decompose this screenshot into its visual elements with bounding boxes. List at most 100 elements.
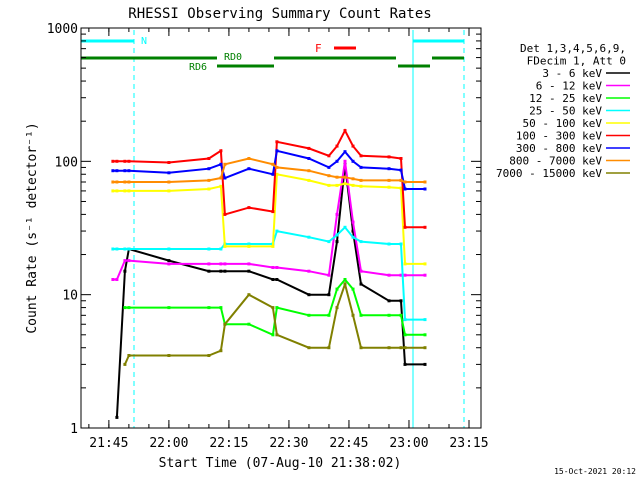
data-point xyxy=(167,161,171,164)
legend-header: Det 1,3,4,5,6,9, xyxy=(520,42,626,55)
data-point xyxy=(247,157,251,160)
data-point xyxy=(271,244,275,248)
data-point xyxy=(115,189,119,193)
data-point xyxy=(399,273,403,277)
y-tick-label: 1 xyxy=(70,422,78,437)
data-point xyxy=(207,262,211,266)
data-point xyxy=(335,175,339,179)
series-layer xyxy=(111,128,427,419)
data-point xyxy=(343,225,347,229)
data-point xyxy=(115,247,119,251)
plot-frame xyxy=(80,27,482,429)
data-point xyxy=(387,185,391,189)
data-point xyxy=(403,346,407,350)
data-point xyxy=(123,159,127,163)
data-point xyxy=(399,313,403,317)
data-point xyxy=(271,172,275,176)
data-point xyxy=(223,322,227,326)
data-point xyxy=(127,247,131,251)
data-point xyxy=(247,167,251,171)
data-point xyxy=(387,273,391,277)
data-point xyxy=(127,180,131,184)
data-point xyxy=(387,313,391,317)
data-point xyxy=(275,306,279,310)
legend-label: 25 - 50 keV xyxy=(529,105,602,118)
data-point xyxy=(387,155,391,159)
data-point xyxy=(275,266,279,269)
data-point xyxy=(343,182,347,186)
data-point xyxy=(219,306,223,310)
y-tick-label: 10 xyxy=(62,289,78,304)
data-point xyxy=(111,180,115,184)
data-point xyxy=(111,189,115,193)
data-point xyxy=(127,169,131,173)
data-point xyxy=(403,362,407,366)
data-point xyxy=(423,187,427,191)
data-point xyxy=(111,159,115,163)
data-point xyxy=(275,149,279,153)
data-point xyxy=(327,174,331,178)
data-point xyxy=(219,176,223,180)
data-point xyxy=(223,176,227,180)
data-point xyxy=(219,184,223,188)
data-point xyxy=(223,162,227,166)
axes-layer: 21:45 22:00 22:15 22:30 22:45 23:00 23:15 1 10 10… xyxy=(47,22,489,451)
data-point xyxy=(111,169,115,173)
data-point xyxy=(359,269,363,273)
data-point xyxy=(207,167,211,171)
data-point xyxy=(343,159,347,163)
rd6-label: RD6 xyxy=(189,62,207,73)
legend-label: 50 - 100 keV xyxy=(523,117,603,130)
y-axis-label: Count Rate (s⁻¹ detector⁻¹) xyxy=(25,122,40,333)
chart-title: RHESSI Observing Summary Count Rates xyxy=(128,6,431,22)
data-point xyxy=(307,235,311,239)
data-point xyxy=(351,313,355,317)
data-point xyxy=(307,178,311,182)
data-point xyxy=(123,169,127,173)
x-axis-label: Start Time (07-Aug-10 21:38:02) xyxy=(159,456,402,471)
data-point xyxy=(423,273,427,277)
data-point xyxy=(271,266,275,269)
legend-label: 12 - 25 keV xyxy=(529,92,602,105)
data-point xyxy=(223,262,227,266)
x-tick-label: 23:00 xyxy=(389,436,428,451)
data-point xyxy=(123,180,127,184)
y-tick-label: 100 xyxy=(55,155,78,170)
data-point xyxy=(223,244,227,248)
data-point xyxy=(167,189,171,193)
data-point xyxy=(207,178,211,182)
data-point xyxy=(359,346,363,350)
data-point xyxy=(223,212,227,216)
data-point xyxy=(351,177,355,181)
data-point xyxy=(423,333,427,337)
data-point xyxy=(115,278,119,281)
data-point xyxy=(167,259,171,263)
data-point xyxy=(343,150,347,154)
series-6-12kev xyxy=(111,159,427,281)
legend-label: 7000 - 15000 keV xyxy=(496,167,602,180)
data-point xyxy=(207,354,211,357)
data-point xyxy=(335,159,339,163)
data-point xyxy=(387,299,391,303)
data-point xyxy=(223,269,227,273)
data-point xyxy=(167,180,171,184)
data-point xyxy=(403,180,407,184)
data-point xyxy=(335,212,339,216)
data-point xyxy=(327,240,331,244)
data-point xyxy=(275,333,279,337)
data-point xyxy=(399,299,403,303)
series-800-7000kev xyxy=(111,157,427,184)
data-point xyxy=(343,282,347,286)
series-50-100kev xyxy=(111,172,427,266)
data-point xyxy=(247,206,251,210)
night-label: N xyxy=(141,36,147,47)
data-point xyxy=(271,210,275,214)
data-point xyxy=(127,354,131,357)
data-point xyxy=(115,159,119,163)
x-tick-label: 21:45 xyxy=(89,436,128,451)
data-point xyxy=(327,154,331,158)
data-point xyxy=(335,144,339,148)
data-point xyxy=(123,247,127,251)
data-point xyxy=(403,318,407,322)
